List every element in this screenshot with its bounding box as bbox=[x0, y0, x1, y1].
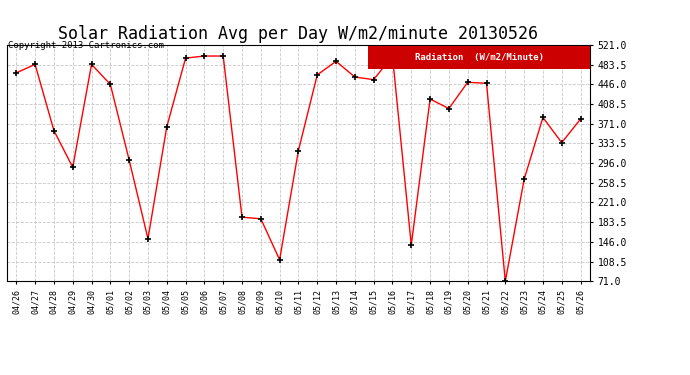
Title: Solar Radiation Avg per Day W/m2/minute 20130526: Solar Radiation Avg per Day W/m2/minute … bbox=[59, 26, 538, 44]
Text: Copyright 2013 Cartronics.com: Copyright 2013 Cartronics.com bbox=[8, 41, 164, 50]
